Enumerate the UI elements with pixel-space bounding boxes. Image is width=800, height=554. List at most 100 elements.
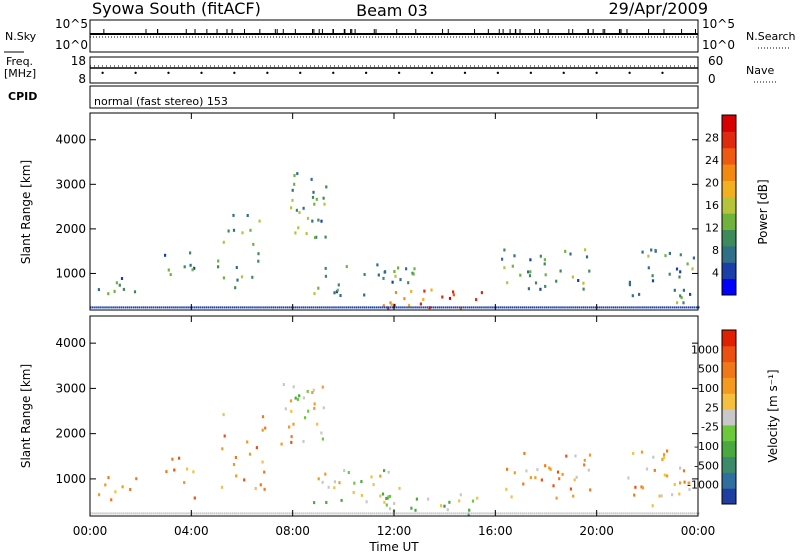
echo-cell: [556, 306, 558, 309]
colorbar-frame: [721, 329, 737, 505]
echo-cell: [319, 512, 321, 515]
echo-cell: [668, 272, 671, 276]
echo-cell: [100, 512, 102, 515]
echo-cell: [96, 512, 98, 515]
echo-cell: [270, 306, 272, 309]
echo-cell: [438, 512, 441, 515]
echo-cell: [503, 266, 506, 270]
echo-cell: [592, 512, 595, 515]
freq-dip-marker: •: [528, 69, 533, 78]
echo-cell: [501, 257, 504, 261]
echo-cell: [235, 266, 238, 269]
echo-cell: [550, 306, 552, 309]
echo-cell: [651, 512, 653, 515]
echo-cell: [546, 512, 548, 515]
echo-cell: [209, 306, 212, 309]
echo-cell: [260, 512, 262, 515]
echo-cell: [339, 306, 341, 309]
echo-cell: [509, 306, 512, 309]
echo-cell: [606, 306, 609, 309]
echo-cell: [284, 306, 287, 309]
freq-dip-marker: •: [594, 69, 599, 78]
echo-cell: [473, 512, 475, 515]
echo-cell: [594, 306, 597, 309]
echo-cell: [393, 502, 396, 505]
echo-cell: [130, 306, 133, 309]
echo-cell: [331, 306, 333, 309]
echo-cell: [416, 512, 418, 515]
echo-cell: [570, 306, 572, 309]
echo-cell: [183, 481, 186, 484]
echo-cell: [142, 306, 145, 309]
freq-dip-marker: •: [133, 69, 138, 78]
echo-cell: [647, 254, 650, 258]
echo-cell: [278, 306, 281, 309]
echo-cell: [521, 512, 524, 515]
echo-cell: [418, 512, 420, 515]
echo-cell: [347, 471, 350, 474]
echo-cell: [306, 306, 309, 309]
echo-cell: [582, 306, 585, 309]
echo-cell: [506, 281, 509, 285]
y-tick-label: 1000: [55, 266, 86, 280]
echo-cell: [220, 485, 224, 489]
echo-cell: [276, 512, 279, 515]
echo-cell: [317, 477, 320, 481]
echo-cell: [479, 306, 481, 309]
echo-cell: [124, 306, 127, 309]
echo-cell: [529, 306, 532, 309]
echo-cell: [333, 291, 336, 295]
echo-cell: [531, 512, 534, 515]
echo-cell: [649, 512, 651, 515]
echo-cell: [495, 306, 497, 309]
echo-cell: [432, 512, 435, 515]
echo-cell: [487, 512, 489, 515]
echo-cell: [372, 483, 375, 487]
echo-cell: [290, 206, 293, 210]
echo-cell: [217, 512, 220, 515]
echo-cell: [248, 452, 252, 456]
echo-cell: [381, 306, 384, 309]
echo-cell: [427, 497, 430, 501]
echo-cell: [384, 270, 387, 274]
echo-cell: [156, 306, 159, 309]
echo-cell: [296, 306, 299, 309]
echo-cell: [519, 306, 522, 309]
echo-cell: [452, 293, 455, 297]
echo-cell: [664, 254, 667, 258]
echo-cell: [189, 251, 192, 255]
echo-cell: [539, 306, 542, 309]
echo-cell: [396, 306, 398, 309]
echo-cell: [396, 512, 398, 515]
echo-cell: [406, 512, 408, 515]
echo-cell: [383, 500, 386, 504]
echo-cell: [555, 496, 558, 500]
echo-cell: [112, 306, 114, 309]
echo-cell: [686, 262, 689, 266]
echo-cell: [440, 504, 443, 508]
echo-cell: [322, 196, 325, 200]
x-tick-label: 16:00: [478, 524, 513, 538]
echo-cell: [430, 306, 433, 309]
echo-cell: [379, 474, 382, 478]
echo-cell: [660, 494, 663, 498]
echo-cell: [243, 478, 246, 482]
echo-cell: [321, 512, 323, 515]
echo-cell: [304, 306, 307, 309]
echo-cell: [264, 306, 266, 309]
freq-dip-marker: •: [430, 69, 435, 78]
echo-cell: [349, 512, 351, 515]
echo-cell: [696, 306, 698, 309]
echo-cell: [221, 447, 224, 451]
echo-cell: [175, 512, 177, 515]
echo-cell: [610, 512, 613, 515]
echo-cell: [687, 512, 690, 515]
echo-cell: [685, 306, 688, 309]
echo-cell: [424, 512, 426, 515]
echo-cell: [647, 512, 649, 515]
echo-cell: [387, 495, 390, 499]
echo-cell: [369, 512, 372, 515]
echo-cell: [138, 512, 141, 515]
echo-cell: [621, 306, 623, 309]
echo-cell: [387, 470, 390, 474]
